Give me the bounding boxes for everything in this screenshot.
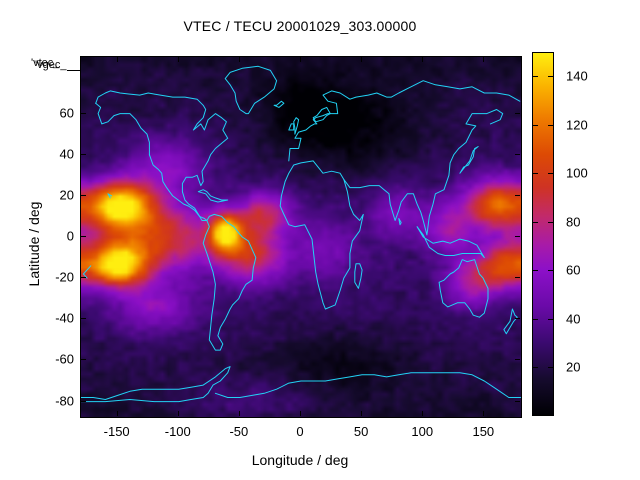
y-tick-label: -40 [55,310,74,326]
colorbar-tick-label: 120 [566,117,588,133]
x-tick-mark [300,411,301,416]
x-tick-label: -150 [103,424,130,439]
y-tick-mark [81,236,86,237]
x-tick-mark [422,411,423,416]
x-tick-label: 100 [411,424,434,439]
colorbar-tick-mark-right [548,270,553,271]
x-tick-mark-top [117,57,118,62]
x-tick-label: 0 [296,424,304,439]
x-tick-mark [117,411,118,416]
x-tick-mark-top [300,57,301,62]
y-tick-mark-right [515,236,520,237]
colorbar-tick-label: 140 [566,68,588,84]
y-tick-mark-right [515,318,520,319]
y-tick-mark [81,195,86,196]
y-tick-label: -20 [55,269,74,285]
colorbar-tick-mark-right [548,319,553,320]
x-axis-label: Longitude / deg [251,452,349,468]
page-title: VTEC / TECU 20001029_303.00000 [183,18,417,34]
y-tick-label: 20 [59,187,74,203]
y-tick-mark-right [515,277,520,278]
y-axis-label: Latitude / deg [26,201,42,287]
colorbar [532,52,554,416]
y-tick-mark-right [515,401,520,402]
vtec-heatmap [81,57,521,417]
key-label-back: 'vgec_ [35,59,67,71]
y-tick-mark-right [515,359,520,360]
y-tick-label: -60 [55,351,74,367]
colorbar-gradient [533,53,553,415]
colorbar-tick-mark-left [533,270,538,271]
x-tick-label: -100 [164,424,191,439]
colorbar-tick-mark-right [548,222,553,223]
colorbar-tick-mark-right [548,76,553,77]
x-tick-mark-top [361,57,362,62]
colorbar-tick-label: 40 [566,311,581,327]
colorbar-tick-label: 60 [566,262,581,278]
colorbar-tick-mark-left [533,367,538,368]
y-tick-label: 0 [66,228,74,244]
colorbar-tick-label: 20 [566,359,581,375]
x-tick-mark [483,411,484,416]
y-tick-mark-right [515,154,520,155]
colorbar-tick-mark-right [548,367,553,368]
y-tick-mark-right [515,195,520,196]
x-tick-mark [361,411,362,416]
plot-key-label: 'vtec_ 'vgec_ [31,57,81,71]
colorbar-tick-mark-right [548,125,553,126]
y-tick-mark [81,359,86,360]
y-axis-ticks: 60 40 20 0 -20 -40 -60 -80 [26,0,74,480]
colorbar-tick-label: 80 [566,214,581,230]
heatmap-plot-area [80,56,522,418]
colorbar-tick-mark-left [533,76,538,77]
y-tick-mark [81,277,86,278]
y-tick-label: 40 [59,146,74,162]
y-tick-mark [81,401,86,402]
key-sample-line [67,70,81,71]
x-tick-mark [178,411,179,416]
x-tick-mark-top [239,57,240,62]
y-tick-mark [81,318,86,319]
colorbar-tick-mark-left [533,173,538,174]
x-tick-mark-top [422,57,423,62]
key-label-front: 'vtec_ [31,57,60,69]
y-tick-label: -80 [55,393,74,409]
y-tick-mark [81,154,86,155]
colorbar-tick-mark-left [533,319,538,320]
colorbar-tick-mark-left [533,125,538,126]
y-tick-mark [81,113,86,114]
x-tick-mark [239,411,240,416]
y-tick-mark-right [515,113,520,114]
x-tick-label: -50 [229,424,249,439]
colorbar-tick-label: 100 [566,165,588,181]
x-tick-label: 50 [353,424,369,439]
x-tick-mark-top [483,57,484,62]
colorbar-tick-mark-right [548,173,553,174]
x-tick-label: 150 [472,424,495,439]
colorbar-tick-mark-left [533,222,538,223]
y-tick-label: 60 [59,105,74,121]
x-tick-mark-top [178,57,179,62]
